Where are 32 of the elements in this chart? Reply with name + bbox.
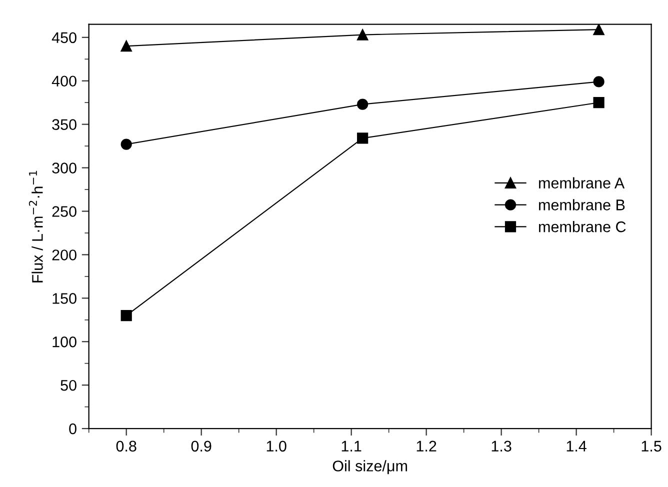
legend-label: membrane A xyxy=(539,177,625,188)
point xyxy=(357,29,368,40)
x-tick-label: 1.1 xyxy=(342,440,362,452)
y-tick-label: 350 xyxy=(52,119,76,130)
point xyxy=(120,310,132,322)
point xyxy=(593,24,604,36)
y-axis-title: Flux / L·m$^{−2}$·h$^{−1}$ xyxy=(28,170,43,282)
y-tick-label: 450 xyxy=(52,32,76,44)
y-tick-label: 400 xyxy=(52,76,76,87)
y-tick-label: 300 xyxy=(52,162,76,174)
x-tick-label: 0.9 xyxy=(191,440,212,452)
x-tick-label: 1.4 xyxy=(566,440,586,452)
point xyxy=(357,98,368,110)
y-tick-label: 250 xyxy=(52,206,76,217)
legend-label: membrane B xyxy=(539,199,625,210)
x-axis-title: Oil size/μm xyxy=(332,460,407,474)
point xyxy=(593,97,604,108)
point xyxy=(593,76,604,88)
y-tick-label: 150 xyxy=(52,293,76,304)
x-tick-label: 1.2 xyxy=(416,440,436,452)
x-tick-label: 0.8 xyxy=(116,440,136,452)
legend-label: membrane C xyxy=(539,221,626,232)
x-tick-label: 1.5 xyxy=(642,440,662,452)
point xyxy=(120,138,132,150)
point xyxy=(120,40,132,52)
y-tick-label: 100 xyxy=(52,336,76,348)
y-tick-label: 200 xyxy=(52,250,76,260)
y-tick-label: 50 xyxy=(60,380,76,391)
x-tick-label: 1.0 xyxy=(266,440,286,452)
y-tick-label: 0 xyxy=(69,423,76,434)
point xyxy=(357,132,368,144)
x-tick-label: 1.3 xyxy=(492,440,512,452)
